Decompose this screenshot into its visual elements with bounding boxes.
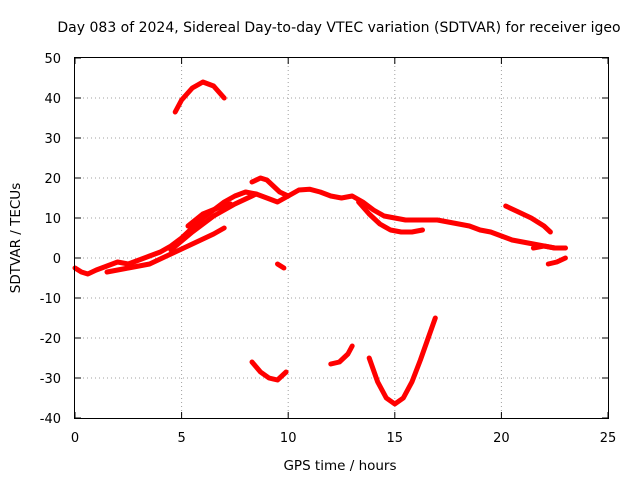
series-arc-mid-band	[168, 191, 259, 253]
y-tick-label: -30	[40, 372, 61, 387]
y-tick-label: -10	[40, 292, 61, 307]
x-tick-label: 15	[387, 431, 404, 446]
y-tick-label: 30	[44, 132, 61, 147]
series-arc-upper-band	[185, 201, 234, 229]
x-axis-label: GPS time / hours	[283, 458, 396, 474]
series-arc-neg30	[249, 359, 289, 383]
x-tick-label: 0	[71, 431, 79, 446]
y-tick-label: 40	[44, 92, 61, 107]
series-arc-main	[72, 186, 568, 277]
series-arc-short	[275, 261, 287, 271]
x-tick-label: 10	[280, 431, 297, 446]
series-arc-upper-right	[503, 203, 553, 235]
y-tick-label: 20	[44, 172, 61, 187]
y-tick-label: 0	[53, 252, 61, 267]
plot-frame	[74, 57, 609, 419]
x-tick-label: 20	[493, 431, 510, 446]
data-series	[72, 79, 568, 407]
y-axis-label: SDTVAR / TECUs	[8, 183, 24, 293]
y-tick-label: 10	[44, 212, 61, 227]
axis-ticks	[74, 57, 609, 419]
series-arc-hump	[249, 175, 291, 199]
series-arc-end-hook	[545, 255, 568, 267]
series-arc-tail	[530, 243, 568, 251]
x-tick-label: 25	[600, 431, 617, 446]
y-axis-tick-labels: -40 -30 -20 -10 0 10 20 30 40 50	[40, 52, 61, 427]
chart-title: Day 083 of 2024, Sidereal Day-to-day VTE…	[57, 20, 620, 36]
x-tick-label: 5	[177, 431, 185, 446]
series-arc-neg26	[328, 343, 355, 367]
series-arc-valley	[366, 315, 438, 407]
x-axis-tick-labels: 0 5 10 15 20 25	[71, 431, 616, 446]
y-tick-label: -40	[40, 412, 61, 427]
series-arc-dip	[356, 199, 425, 235]
y-tick-label: 50	[44, 52, 61, 67]
series-arc-lower-band	[104, 225, 227, 275]
y-tick-label: -20	[40, 332, 61, 347]
series-arc-peak-40	[172, 79, 227, 115]
grid	[75, 58, 608, 418]
